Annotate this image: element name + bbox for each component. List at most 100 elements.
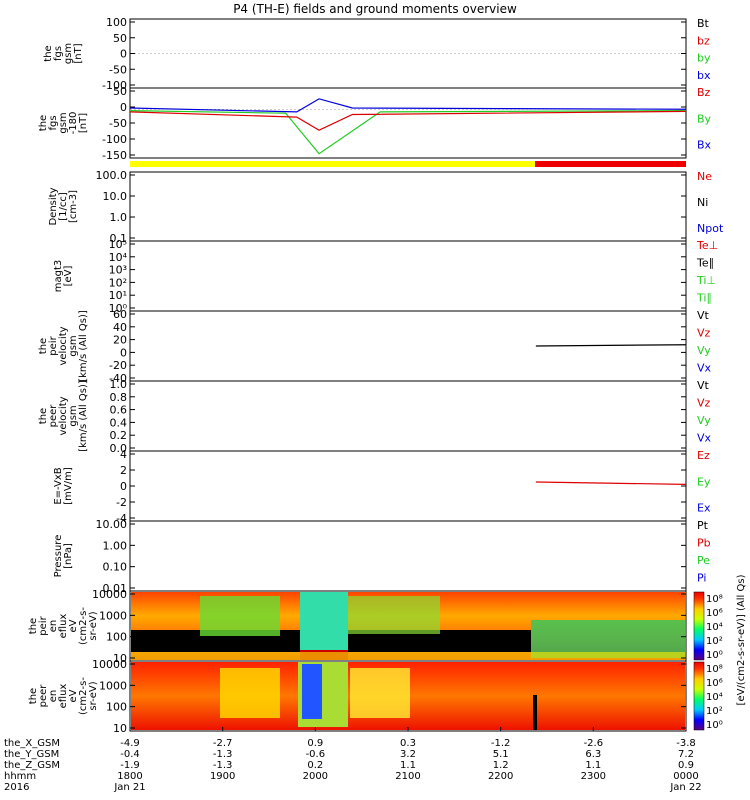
chart-marks — [129, 53, 687, 485]
y-tick-label: 0.0 — [110, 442, 128, 455]
panel-frames — [129, 18, 687, 732]
x-tick-label: 0.9 — [678, 760, 694, 771]
y-axis-label-line: eV — [68, 689, 79, 702]
y-axis-label-line: the — [28, 688, 39, 704]
legend-entry: Ni — [697, 196, 708, 209]
legend-entry: Pt — [697, 519, 709, 532]
y-axis-label-line: Pressure — [53, 535, 64, 578]
y-tick-label: 10 — [113, 652, 127, 665]
x-tick-label: 6.3 — [585, 749, 601, 760]
x-tick-label: 2200 — [488, 771, 513, 782]
x-tick-label: -1.3 — [213, 749, 233, 760]
y-axis-label-line: [nT] — [73, 43, 84, 63]
colorbar-tick-label: 10² — [706, 636, 723, 647]
x-tick-label: 5.1 — [493, 749, 509, 760]
y-tick-label: 0 — [120, 480, 127, 493]
legend-entry: Vy — [697, 344, 711, 357]
y-axis-label: Pressure [nPa] — [53, 535, 74, 578]
y-axis-label-line: [nT] — [78, 113, 89, 133]
x-tick-label: -2.7 — [213, 738, 233, 749]
y-axis-label-line: [nPa] — [63, 543, 74, 569]
y-axis-label: Density [1/cc] [cm-3] — [48, 187, 79, 225]
y-tick-label: -100 — [102, 79, 127, 92]
x-tick-label: 3.2 — [400, 749, 416, 760]
x-tick-label: -2.6 — [584, 738, 604, 749]
x-tick-label: Jan 22 — [669, 782, 701, 793]
legend-entry: bx — [697, 69, 711, 82]
y-axis-label-line: E=-VxB — [53, 467, 64, 504]
y-axis-label-line: [cm-3] — [68, 190, 79, 223]
colorbar-tick-label: 10⁴ — [706, 692, 723, 703]
y-axis-label-line: the — [43, 45, 54, 61]
y-tick-label: 4 — [120, 448, 127, 461]
legend-entry: Vy — [697, 414, 711, 427]
colorbar-bottom — [693, 661, 705, 731]
colorbar-tick-label: 10⁸ — [706, 664, 723, 675]
y-axis-label: the peir velocity gsm [km/s (All Qs)] — [38, 310, 89, 382]
y-axis-label-line: peer — [48, 404, 59, 428]
legend-entry: Pb — [697, 537, 711, 550]
x-tick-label: 1800 — [117, 771, 142, 782]
y-tick-label: 100 — [106, 16, 127, 29]
y-axis-label-line: magt3 — [53, 260, 64, 293]
colorbar-top — [693, 591, 705, 661]
y-tick-label: -50 — [109, 63, 127, 76]
x-tick-label: 1.1 — [585, 760, 601, 771]
legend-entry: bz — [697, 34, 710, 47]
legend-entry: Te∥ — [696, 257, 714, 270]
series-line — [535, 344, 687, 347]
panel-peer-velocity-frame — [129, 380, 687, 452]
x-tick-label: 2000 — [303, 771, 328, 782]
y-axis-label-line: fgs — [53, 46, 64, 61]
panel-density-frame — [129, 171, 687, 242]
y-tick-label: 2 — [120, 464, 127, 477]
y-axis-label-line: the — [38, 408, 49, 424]
legend-entry: Ez — [697, 449, 710, 462]
y-axis-label-line: peer — [38, 684, 49, 708]
legend-entry: By — [697, 112, 712, 125]
y-axis-label-line: [mV/m] — [63, 467, 74, 505]
y-axis-label-line: fgs — [48, 115, 59, 130]
y-tick-label: 60 — [113, 308, 127, 321]
x-axis: the_X_GSMthe_Y_GSMthe_Z_GSMhhmm2016-4.9-… — [4, 727, 702, 793]
legend-entry: Ti⊥ — [696, 274, 716, 287]
x-tick-label: 0.9 — [307, 738, 323, 749]
panel-fgs-sm-frame — [129, 87, 687, 159]
y-tick-label: 0.1 — [110, 232, 128, 245]
y-tick-label: -50 — [109, 117, 127, 130]
y-axis-label-line: Density — [48, 187, 59, 225]
y-axis-label-line: the — [38, 338, 49, 354]
y-axis-label-line: gsm — [68, 405, 79, 426]
y-tick-label: -20 — [109, 359, 127, 372]
y-tick-label: 10² — [109, 276, 127, 289]
y-axis-label-line: en — [48, 690, 59, 703]
y-axis-label-line: velocity — [58, 326, 69, 365]
x-row-label: 2016 — [4, 782, 29, 793]
peer-spectrogram — [131, 662, 685, 730]
legend-entry: Vz — [697, 397, 711, 410]
legend-entry: by — [697, 52, 711, 65]
y-tick-label: 50 — [113, 32, 127, 45]
y-axis-label: E=-VxB [mV/m] — [53, 467, 74, 505]
panel-efield-frame — [129, 450, 687, 522]
mode-bar-slow — [130, 161, 535, 167]
series-line — [129, 110, 687, 131]
colorbar-tick-label: 10² — [706, 706, 723, 717]
x-tick-label: -3.8 — [676, 738, 696, 749]
y-axis-label: the peer en eflux eV (cm2-s-sr-eV) — [28, 677, 99, 715]
y-axis-label-line: the — [28, 618, 39, 634]
colorbar-ticks: 10⁸ 10⁶ 10⁴ 10² 10⁰ 10⁸ 10⁶ 10⁴ 10² 10⁰ — [706, 594, 723, 731]
y-tick-label: 10000 — [92, 658, 127, 671]
y-axis-label-line: peir — [48, 335, 59, 355]
x-tick-label: 0.2 — [307, 760, 323, 771]
y-axis-label-line: gsm — [58, 112, 69, 133]
legend-entry: Vx — [697, 432, 712, 445]
y-tick-label: 100.0 — [96, 169, 128, 182]
y-tick-label: 10⁵ — [109, 238, 127, 251]
panel-temperature-frame — [129, 240, 687, 312]
x-tick-label: -0.6 — [306, 749, 326, 760]
y-tick-label: 0.8 — [110, 391, 128, 404]
colorbar-tick-label: 10⁸ — [706, 594, 723, 605]
y-tick-label: 0 — [120, 346, 127, 359]
